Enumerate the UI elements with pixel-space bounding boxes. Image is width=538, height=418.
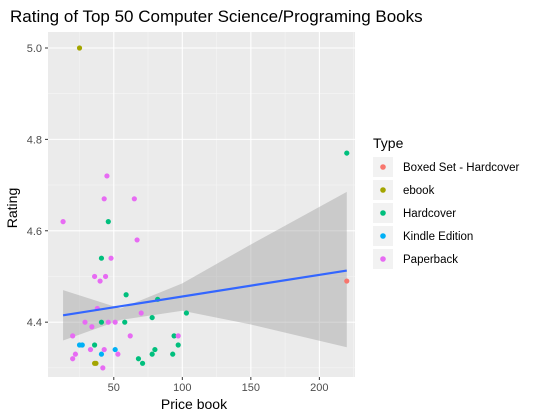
x-axis-ticks: 50 100 150 200 (108, 377, 329, 394)
point-paperback (82, 319, 88, 325)
data-points (60, 45, 350, 371)
legend-swatch-paperback (380, 256, 386, 262)
point-paperback (134, 237, 140, 243)
legend-label-kindle-edition: Kindle Edition (403, 231, 473, 243)
point-boxed-set-hardcover (344, 278, 350, 284)
point-paperback (89, 324, 95, 330)
point-paperback (101, 346, 107, 353)
point-hardcover (183, 310, 190, 316)
y-tick-label: 4.6 (27, 226, 42, 238)
point-paperback (131, 196, 137, 202)
point-paperback (138, 310, 144, 316)
point-paperback (101, 196, 107, 202)
point-hardcover (122, 319, 128, 325)
point-paperback (72, 351, 79, 357)
legend: Type Boxed Set - Hardcover ebook Hardcover… (373, 135, 520, 269)
y-tick-label: 4.8 (27, 134, 42, 146)
point-paperback (102, 273, 109, 280)
legend-swatch-kindle-edition (380, 233, 386, 239)
y-tick-label: 5.0 (27, 43, 42, 55)
point-hardcover (344, 150, 350, 156)
chart-title: Rating of Top 50 Computer Science/Progra… (10, 7, 423, 26)
point-paperback (70, 356, 76, 362)
point-paperback (115, 351, 121, 357)
point-hardcover (175, 342, 181, 348)
point-kindle-edition (98, 351, 105, 357)
point-paperback (105, 319, 111, 325)
point-kindle-edition (79, 342, 85, 348)
y-axis-title: Rating (4, 188, 20, 228)
point-hardcover (152, 346, 158, 353)
point-hardcover (149, 314, 155, 321)
legend-label-paperback: Paperback (403, 254, 458, 266)
point-hardcover (123, 292, 129, 298)
y-axis-ticks: 4.4 4.6 4.8 5.0 (27, 43, 48, 329)
legend-label-boxed-set-hardcover: Boxed Set - Hardcover (403, 162, 520, 174)
point-paperback (175, 333, 181, 339)
confidence-band (63, 191, 347, 348)
point-paperback (97, 278, 103, 284)
point-paperback (60, 219, 66, 225)
point-paperback (87, 346, 94, 353)
point-hardcover (135, 356, 142, 362)
point-hardcover (98, 319, 105, 325)
x-axis-title: Price book (161, 396, 228, 412)
point-paperback (108, 255, 114, 261)
point-ebook (93, 360, 99, 366)
point-kindle-edition (112, 346, 118, 353)
point-paperback (91, 273, 98, 280)
x-tick-label: 150 (242, 382, 260, 394)
point-hardcover (171, 333, 177, 339)
legend-label-ebook: ebook (403, 185, 435, 197)
point-ebook (76, 45, 83, 51)
point-paperback (70, 333, 76, 339)
point-hardcover (139, 360, 146, 366)
x-tick-label: 50 (108, 382, 120, 394)
point-paperback (104, 173, 110, 179)
legend-swatch-boxed-set-hardcover (380, 164, 386, 170)
plot-panel (48, 32, 355, 377)
point-hardcover (91, 342, 98, 348)
legend-label-hardcover: Hardcover (403, 208, 456, 220)
major-gridlines (48, 32, 355, 377)
point-paperback (100, 365, 106, 371)
point-hardcover (105, 219, 111, 225)
point-paperback (127, 333, 133, 339)
y-tick-label: 4.4 (27, 317, 42, 329)
point-hardcover (170, 351, 176, 357)
legend-swatch-ebook (380, 187, 386, 193)
point-paperback (112, 319, 118, 325)
x-tick-label: 100 (173, 382, 191, 394)
legend-swatch-hardcover (380, 210, 386, 216)
x-tick-label: 200 (310, 382, 328, 394)
point-hardcover (98, 255, 105, 261)
point-hardcover (149, 351, 155, 357)
trend-line (62, 269, 347, 317)
legend-title: Type (373, 135, 404, 151)
